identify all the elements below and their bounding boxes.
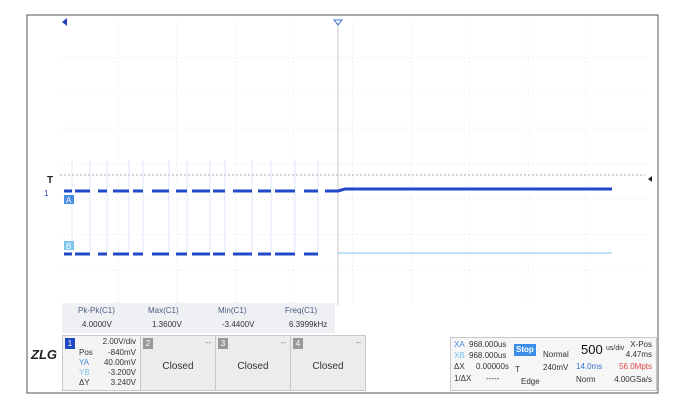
label: ΔX bbox=[454, 362, 465, 371]
measure-label: Pk-Pk(C1) bbox=[78, 306, 115, 315]
value: -3.200V bbox=[107, 368, 136, 377]
placeholder: -- bbox=[205, 338, 211, 347]
channel-status: Closed bbox=[312, 361, 344, 372]
value: 4.47ms bbox=[625, 350, 652, 359]
ch1-marker: 1 bbox=[44, 189, 49, 198]
a-marker-box bbox=[64, 195, 74, 204]
channel-status: Closed bbox=[237, 361, 269, 372]
time-scale: 500 bbox=[581, 342, 603, 357]
channel1-panel: 1 2.00V/div Pos -840mV YA 40.00mV YB -3.… bbox=[62, 335, 141, 391]
ch-number: 3 bbox=[218, 338, 228, 349]
placeholder: -- bbox=[355, 338, 361, 347]
value: 968.000us bbox=[469, 351, 507, 360]
label: 1/ΔX bbox=[454, 374, 472, 383]
channel-panel: 3 -- Closed bbox=[215, 335, 291, 391]
duration: 14.0ms bbox=[576, 362, 603, 371]
logo: ZLG bbox=[31, 347, 57, 362]
value: 40.00mV bbox=[103, 358, 136, 367]
left-marker bbox=[62, 18, 67, 26]
trigger-level: 240mV bbox=[543, 363, 569, 372]
measure-value: 6.3999kHz bbox=[289, 320, 328, 329]
measure-label: Max(C1) bbox=[148, 306, 179, 315]
measure-bar bbox=[62, 303, 335, 333]
ch-number: 4 bbox=[293, 338, 303, 349]
placeholder: -- bbox=[280, 338, 286, 347]
channel-panel: 4 -- Closed bbox=[290, 335, 366, 391]
value: 3.240V bbox=[110, 378, 136, 387]
label: XB bbox=[454, 351, 465, 360]
status-panel: XA 968.000us XB 968.000us ΔX 0.00000s 1/… bbox=[450, 337, 657, 391]
sample-rate: 4.00GSa/s bbox=[614, 375, 652, 384]
channel-status: Closed bbox=[162, 361, 194, 372]
time-unit: us/div bbox=[606, 345, 625, 352]
label: T bbox=[515, 365, 520, 374]
ch-number: 2 bbox=[143, 338, 153, 349]
ch-number: 1 bbox=[65, 338, 75, 349]
label: X-Pos bbox=[630, 340, 652, 349]
measure-value: 1.3600V bbox=[152, 320, 182, 329]
measure-label: Freq(C1) bbox=[285, 306, 318, 315]
value: 968.000us bbox=[469, 340, 507, 349]
trigger-mode: Normal bbox=[543, 350, 569, 359]
memory-depth: 56.0Mpts bbox=[619, 362, 652, 371]
label: ΔY bbox=[79, 378, 90, 387]
trigger-pos-marker bbox=[332, 19, 344, 26]
channel-panel: 2 -- Closed bbox=[140, 335, 216, 391]
b-marker: B bbox=[66, 242, 71, 251]
channel1-trace bbox=[64, 160, 612, 254]
measure-value: -3.4400V bbox=[222, 320, 255, 329]
a-marker: A bbox=[66, 196, 72, 205]
label: YB bbox=[79, 368, 90, 377]
sample-mode: Norm bbox=[576, 375, 596, 384]
label: Pos bbox=[79, 348, 93, 357]
ch-scale: 2.00V/div bbox=[102, 337, 136, 346]
value: 0.00000s bbox=[476, 362, 509, 371]
value: -840mV bbox=[107, 348, 136, 357]
trigger-marker: T bbox=[47, 175, 53, 186]
right-marker bbox=[648, 176, 652, 182]
b-marker-box bbox=[64, 241, 74, 250]
label: YA bbox=[79, 358, 90, 367]
trace bbox=[64, 187, 612, 193]
trigger-type: Edge bbox=[521, 377, 540, 386]
value: ----- bbox=[486, 374, 500, 383]
label: XA bbox=[454, 340, 465, 349]
frame bbox=[26, 14, 659, 394]
measure-label: Min(C1) bbox=[218, 306, 247, 315]
grid bbox=[60, 22, 645, 305]
run-state[interactable]: Stop bbox=[514, 344, 536, 356]
measure-value: 4.0000V bbox=[82, 320, 112, 329]
